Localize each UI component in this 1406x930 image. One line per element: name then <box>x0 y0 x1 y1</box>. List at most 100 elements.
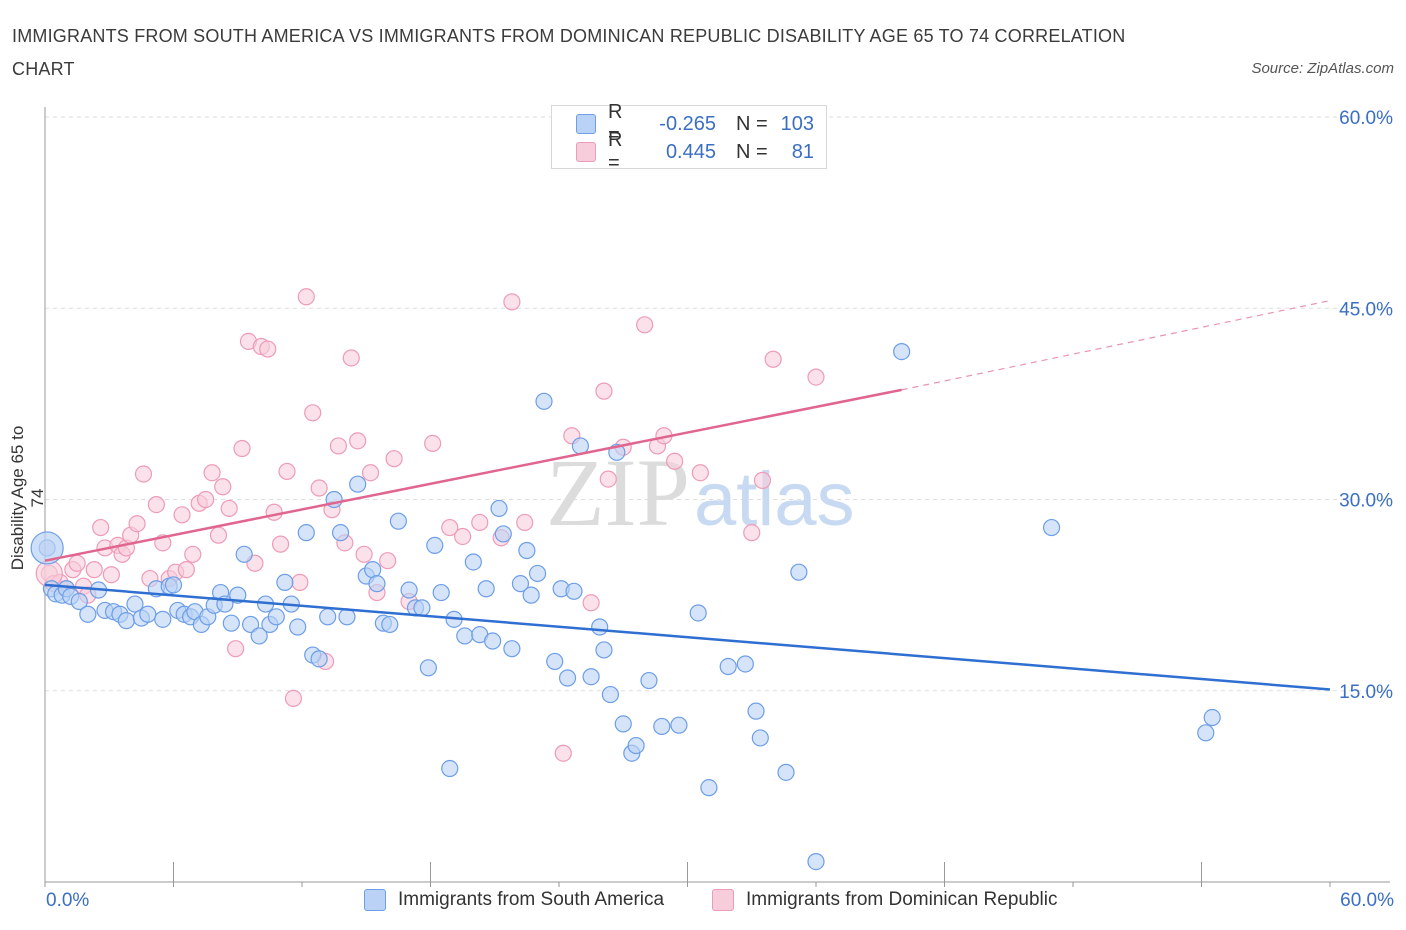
south-america-point <box>30 531 64 565</box>
y-tick-label: 30.0% <box>1339 491 1393 512</box>
x-tick-label-max: 60.0% <box>1340 890 1394 911</box>
dominican-republic-point <box>310 479 328 497</box>
south-america-point <box>640 671 658 690</box>
dominican-republic-point <box>128 515 146 533</box>
south-america-point <box>670 716 688 734</box>
legend-item-south-america[interactable]: Immigrants from South America <box>364 889 664 911</box>
south-america-point <box>565 582 583 600</box>
r-label: R = <box>608 129 623 174</box>
dominican-republic-point <box>666 452 684 470</box>
n-value: 103 <box>780 112 814 135</box>
dominican-republic-point <box>278 462 296 481</box>
south-america-point <box>276 573 294 591</box>
south-america-point <box>368 575 386 593</box>
south-america-point <box>154 610 172 628</box>
dominican-republic-point <box>220 499 238 518</box>
dominican-republic-point <box>582 594 600 612</box>
trend-line-dominican-republic-extension <box>901 300 1331 391</box>
south-america-point <box>614 715 632 733</box>
south-america-point <box>389 512 407 530</box>
x-tick-label-min: 0.0% <box>46 890 90 911</box>
south-america-point <box>1042 518 1061 537</box>
y-axis-label: Disability Age 65 to 74 <box>8 425 47 571</box>
dominican-republic-point <box>753 471 772 489</box>
south-america-point <box>419 659 437 677</box>
stats-row-dominican-republic: R = 0.445 N = 81 <box>576 129 814 174</box>
south-america-point <box>558 669 577 687</box>
south-america-point <box>736 655 754 673</box>
source-label: Source: ZipAtlas.com <box>1251 60 1394 77</box>
series-south-america <box>30 343 1221 871</box>
r-label: R = <box>608 101 623 146</box>
dominican-republic-point <box>177 561 195 579</box>
south-america-point <box>413 599 431 617</box>
dominican-republic-point <box>209 526 228 544</box>
dominican-republic-point <box>424 434 442 452</box>
south-america-point <box>893 343 911 361</box>
south-america-point <box>464 553 482 571</box>
dominican-republic-point <box>265 503 283 521</box>
south-america-point <box>494 525 512 543</box>
south-america-point <box>653 717 671 736</box>
stats-row-south-america: R = -0.265 N = 103 <box>576 101 814 146</box>
south-america-point <box>289 618 307 636</box>
dominican-republic-point <box>441 518 459 537</box>
dominican-republic-point <box>454 527 472 546</box>
south-america-point <box>627 736 645 755</box>
dominican-republic-point <box>385 450 403 468</box>
legend-item-dominican-republic[interactable]: Immigrants from Dominican Republic <box>712 889 1058 911</box>
dominican-republic-point <box>173 506 191 524</box>
trend-line-south-america <box>44 583 1331 691</box>
y-tick-label: 60.0% <box>1339 108 1393 129</box>
south-america-point <box>242 615 260 634</box>
chart-title: IMMIGRANTS FROM SOUTH AMERICA VS IMMIGRA… <box>12 26 1126 79</box>
south-america-point <box>432 583 450 602</box>
south-america-point <box>331 524 350 542</box>
dominican-republic-point <box>342 349 360 367</box>
dominican-republic-point <box>355 545 373 563</box>
south-america-point <box>807 852 825 871</box>
south-america-point <box>126 595 144 613</box>
n-label: N = <box>736 140 768 163</box>
south-america-point <box>477 580 495 598</box>
dominican-republic-point <box>134 465 153 483</box>
n-value: 81 <box>791 140 814 163</box>
south-america-point <box>700 779 718 797</box>
south-america-point <box>139 605 157 623</box>
south-america-point <box>297 524 315 542</box>
dominican-republic-point <box>349 432 367 450</box>
dominican-republic-point <box>227 640 245 658</box>
r-value: -0.265 <box>659 112 716 135</box>
swatch-south-america <box>576 114 596 134</box>
dominican-republic-point <box>304 404 322 422</box>
dominican-republic-point <box>271 535 290 553</box>
south-america-point <box>222 614 240 632</box>
south-america-point <box>441 759 459 778</box>
dominican-republic-point <box>764 350 782 368</box>
south-america-point <box>400 581 418 599</box>
dominican-republic-point <box>147 496 165 514</box>
dominican-republic-point <box>284 689 303 708</box>
legend-label-dominican-republic: Immigrants from Dominican Republic <box>746 889 1058 910</box>
south-america-point <box>381 615 399 634</box>
south-america-point <box>535 392 553 410</box>
south-america-point <box>522 586 540 604</box>
legend-swatch-south-america <box>364 889 386 911</box>
south-america-point <box>790 563 808 581</box>
south-america-point <box>591 618 609 636</box>
legend-label-south-america: Immigrants from South America <box>398 889 665 910</box>
legend-swatch-dominican-republic <box>712 889 734 911</box>
south-america-point <box>601 685 620 704</box>
south-america-point <box>511 575 530 593</box>
south-america-point <box>689 604 707 622</box>
south-america-point <box>484 632 502 650</box>
dominican-republic-point <box>197 490 215 509</box>
south-america-point <box>1197 724 1215 742</box>
south-america-point <box>70 592 88 611</box>
dominican-republic-point <box>102 566 120 584</box>
dominican-republic-point <box>595 382 613 400</box>
south-america-point <box>310 650 328 668</box>
dominican-republic-point <box>379 552 397 570</box>
south-america-point <box>546 652 564 671</box>
south-america-point <box>503 640 521 658</box>
